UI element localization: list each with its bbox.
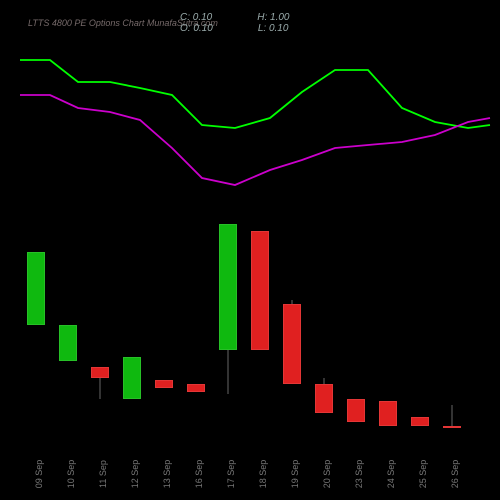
x-axis-tick: 17 Sep [226,458,236,490]
candle [116,220,148,430]
ohlc-display: C: 0.10 H: 1.00 O: 0.10 L: 0.10 [180,12,290,34]
high-field: H: 1.00 [257,12,289,23]
x-axis-tick: 09 Sep [34,458,44,490]
candle-body [27,252,45,326]
plot-area [20,40,480,440]
candle [244,220,276,430]
candle [212,220,244,430]
candle-wick [452,405,453,428]
x-axis-tick: 24 Sep [386,458,396,490]
candle [180,220,212,430]
candle-body [187,384,205,392]
candlestick-chart [20,220,480,430]
candle-body [59,325,77,361]
x-axis-tick: 19 Sep [290,458,300,490]
candle-body [91,367,109,378]
candle [404,220,436,430]
candle-body [123,357,141,399]
candle [308,220,340,430]
x-axis-tick: 18 Sep [258,458,268,490]
x-axis-tick: 12 Sep [130,458,140,490]
candle-body [283,304,301,384]
candle [52,220,84,430]
candle-body [219,224,237,350]
x-axis-tick: 23 Sep [354,458,364,490]
candle-body [443,426,461,428]
series-1-line [20,60,490,128]
candle [276,220,308,430]
candle-body [379,401,397,426]
x-axis-tick: 13 Sep [162,458,172,490]
x-axis-tick: 11 Sep [98,458,108,490]
candle-body [155,380,173,388]
candle-body [251,231,269,351]
x-axis-tick: 16 Sep [194,458,204,490]
x-axis-tick: 26 Sep [450,458,460,490]
x-axis: 09 Sep 10 Sep 11 Sep 12 Sep 13 Sep 16 Sep 17 S… [20,440,480,490]
candle-body [347,399,365,422]
candle [436,220,468,430]
candle [20,220,52,430]
x-axis-tick: 20 Sep [322,458,332,490]
candle [148,220,180,430]
x-axis-tick: 25 Sep [418,458,428,490]
candle [84,220,116,430]
chart-container: LTTS 4800 PE Options Chart MunafaSutra.c… [0,0,500,500]
candle [372,220,404,430]
candle [340,220,372,430]
close-field: C: 0.10 [180,12,212,23]
candle-body [411,417,429,425]
x-axis-tick: 10 Sep [66,458,76,490]
line-chart [20,40,480,220]
open-field: O: 0.10 [180,23,213,34]
low-field: L: 0.10 [258,23,289,34]
series-2-line [20,95,490,185]
candle-body [315,384,333,413]
